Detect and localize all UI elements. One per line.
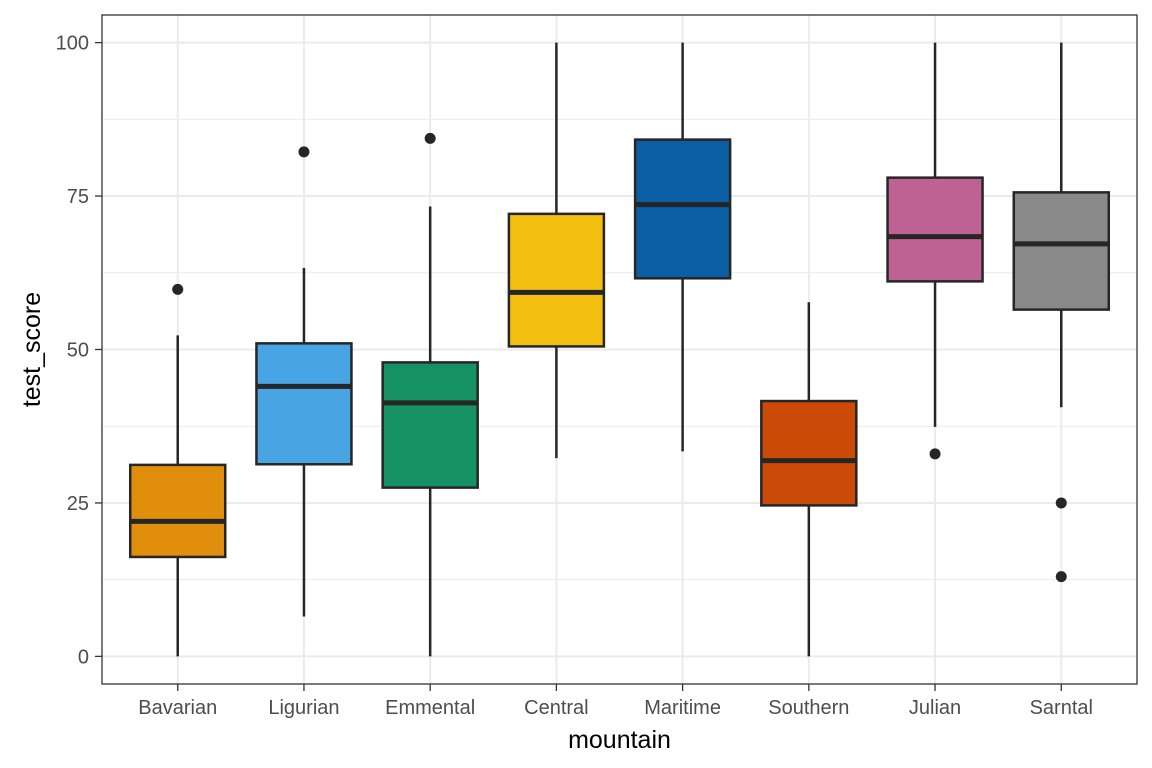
box-iqr [507,212,606,348]
y-tick-label: 50 [67,340,89,362]
y-tick-label: 100 [56,33,89,55]
x-tick-label: Sarntal [1030,697,1093,719]
outlier-point [929,448,941,460]
outlier-point [172,283,184,295]
box-iqr [128,463,227,559]
box-julian [886,42,984,460]
outlier-point [1055,497,1067,509]
x-axis: Bavarian Ligurian Emmental Central Maritime S… [138,684,1093,719]
y-tick-label: 0 [78,646,89,668]
box-sarntal [1012,42,1111,583]
y-axis-title: test_score [18,292,46,407]
box-ligurian [255,146,353,617]
outlier-point [424,132,436,144]
x-tick-label: Bavarian [138,697,217,719]
box-emmental [381,132,479,657]
boxes [128,42,1111,657]
box-iqr [886,176,984,283]
box-iqr [255,342,353,466]
y-tick-label: 75 [67,186,89,208]
x-tick-label: Maritime [644,697,721,719]
y-tick-label: 25 [67,493,89,515]
outlier-point [1055,571,1067,583]
x-tick-label: Emmental [385,697,475,719]
box-central [507,42,606,459]
box-iqr [1012,191,1111,311]
x-tick-label: Central [524,697,588,719]
box-iqr [633,138,732,280]
x-tick-label: Ligurian [268,697,339,719]
x-tick-label: Southern [768,697,849,719]
box-southern [760,302,858,657]
box-maritime [633,42,732,452]
box-iqr [381,361,479,489]
box-bavarian [128,283,227,657]
y-axis: 0 25 50 75 100 [56,33,102,668]
box-iqr [760,399,858,507]
x-tick-label: Julian [909,697,961,719]
x-axis-title: mountain [568,726,671,754]
outlier-point [298,146,310,158]
